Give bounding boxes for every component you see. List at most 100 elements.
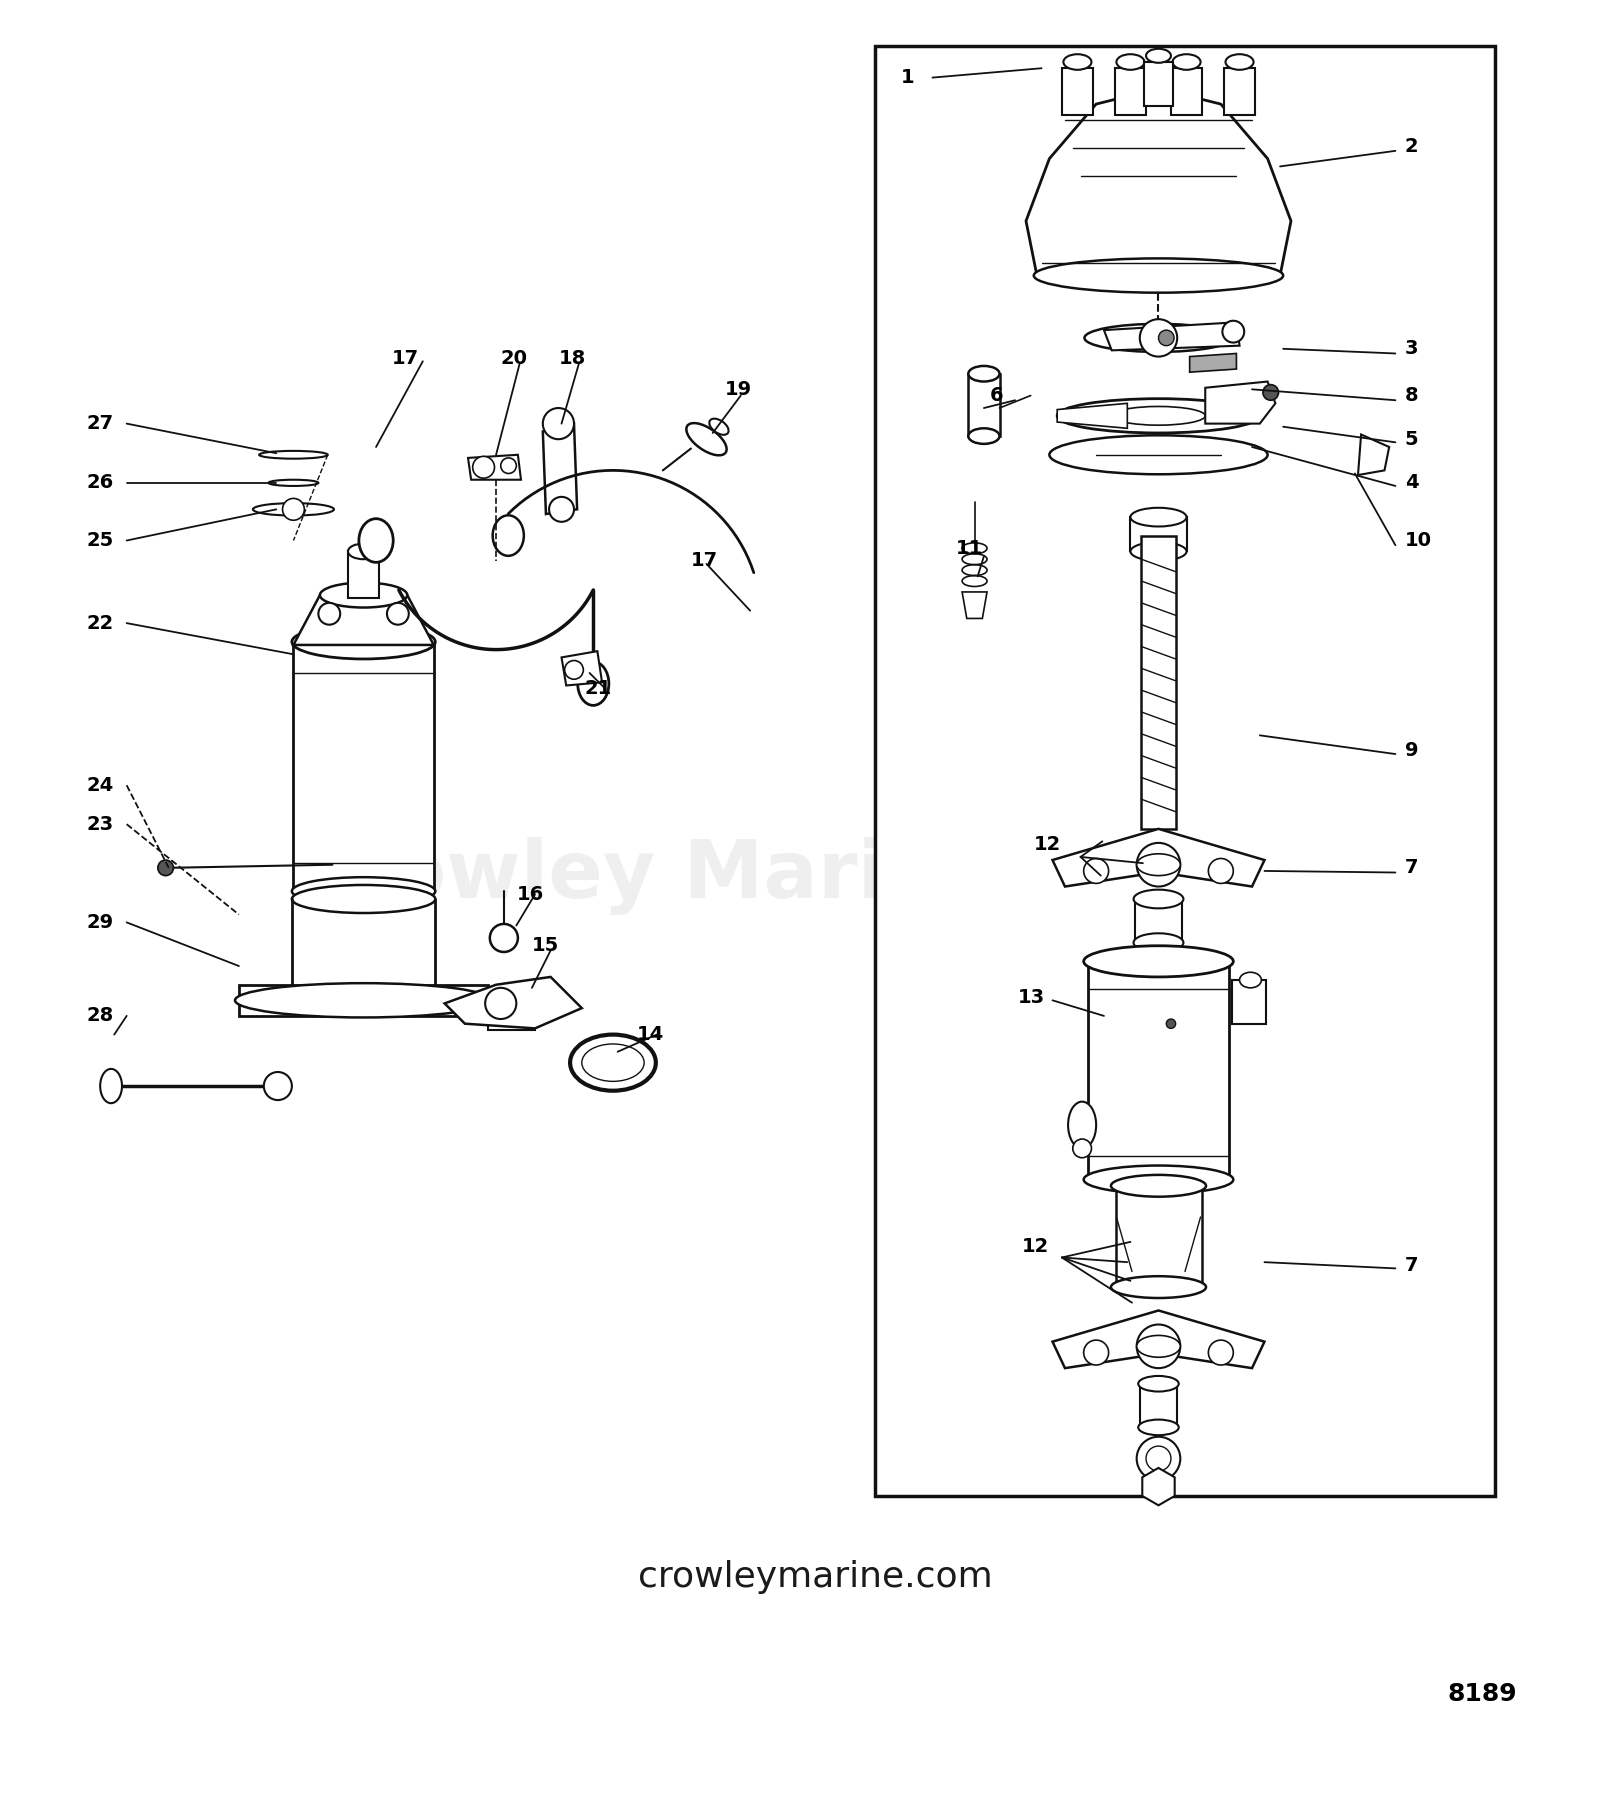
Ellipse shape (1136, 854, 1181, 876)
Circle shape (1136, 1325, 1181, 1368)
Ellipse shape (1133, 933, 1184, 951)
Text: 2: 2 (1405, 137, 1418, 156)
Text: 20: 20 (501, 349, 528, 367)
Bar (1088, 962, 1229, 1179)
Text: 10: 10 (1405, 530, 1432, 550)
Text: 22: 22 (86, 613, 114, 633)
Ellipse shape (968, 428, 1000, 444)
Ellipse shape (291, 885, 435, 913)
Text: 29: 29 (86, 913, 114, 931)
Text: 5: 5 (1405, 430, 1418, 450)
Circle shape (1146, 1446, 1171, 1471)
Text: Crowley Marine: Crowley Marine (291, 836, 997, 915)
Text: 6: 6 (990, 387, 1003, 405)
Ellipse shape (570, 1034, 656, 1091)
Polygon shape (1358, 435, 1389, 475)
Polygon shape (1053, 829, 1264, 886)
Text: 28: 28 (86, 1007, 114, 1025)
Ellipse shape (291, 624, 435, 660)
Ellipse shape (291, 877, 435, 904)
Text: 4: 4 (1405, 473, 1418, 493)
Bar (1139, 1384, 1178, 1428)
Ellipse shape (1131, 541, 1187, 561)
Ellipse shape (1110, 1174, 1206, 1197)
Ellipse shape (1136, 1336, 1181, 1357)
Text: 1: 1 (901, 68, 915, 86)
Circle shape (264, 1072, 291, 1100)
Ellipse shape (253, 503, 334, 516)
Circle shape (387, 602, 408, 624)
Circle shape (472, 457, 494, 478)
Bar (968, 374, 1000, 437)
Text: 15: 15 (531, 937, 558, 955)
Polygon shape (1104, 322, 1240, 351)
Circle shape (1139, 320, 1178, 356)
Text: crowleymarine.com: crowleymarine.com (638, 1561, 994, 1595)
Bar (1144, 61, 1173, 106)
Circle shape (1136, 1437, 1181, 1480)
Ellipse shape (578, 662, 610, 705)
Polygon shape (542, 424, 578, 514)
Polygon shape (1026, 88, 1291, 275)
Text: 12: 12 (1034, 834, 1061, 854)
Ellipse shape (1240, 973, 1261, 987)
Text: 8: 8 (1405, 387, 1418, 405)
Ellipse shape (1133, 890, 1184, 908)
Text: 18: 18 (558, 349, 586, 367)
Bar (1115, 68, 1146, 115)
Ellipse shape (1138, 1375, 1179, 1392)
Polygon shape (469, 455, 522, 480)
Circle shape (1083, 858, 1109, 883)
Bar (1062, 68, 1093, 115)
Text: 25: 25 (86, 530, 114, 550)
Ellipse shape (1064, 54, 1091, 70)
Ellipse shape (1112, 406, 1205, 424)
Circle shape (501, 458, 517, 473)
Bar (1141, 536, 1176, 829)
Ellipse shape (1083, 946, 1234, 976)
Ellipse shape (1173, 54, 1200, 70)
Bar (293, 642, 434, 892)
Ellipse shape (582, 1045, 645, 1081)
Circle shape (1166, 1019, 1176, 1028)
Text: 13: 13 (1018, 987, 1045, 1007)
Circle shape (158, 859, 173, 876)
Ellipse shape (1226, 54, 1253, 70)
Text: 14: 14 (637, 1025, 664, 1045)
Ellipse shape (347, 543, 379, 559)
Bar (1224, 68, 1254, 115)
Polygon shape (293, 595, 434, 645)
Circle shape (549, 496, 574, 521)
Bar (488, 996, 534, 1030)
Ellipse shape (1110, 1277, 1206, 1298)
Text: 23: 23 (86, 814, 114, 834)
Ellipse shape (1085, 324, 1232, 352)
Ellipse shape (1131, 507, 1187, 527)
Circle shape (490, 924, 518, 951)
Ellipse shape (1138, 1420, 1179, 1435)
Circle shape (1262, 385, 1278, 401)
Ellipse shape (259, 451, 328, 458)
Circle shape (1136, 843, 1181, 886)
Bar (1134, 899, 1182, 942)
Circle shape (542, 408, 574, 439)
Bar (875, 47, 1494, 1496)
Circle shape (1083, 1340, 1109, 1365)
Ellipse shape (1058, 399, 1259, 433)
Circle shape (318, 602, 341, 624)
Text: 27: 27 (86, 414, 114, 433)
Text: 7: 7 (1405, 858, 1418, 877)
Ellipse shape (320, 583, 408, 608)
Text: 17: 17 (691, 552, 718, 570)
Ellipse shape (101, 1068, 122, 1104)
Polygon shape (1142, 1467, 1174, 1505)
Polygon shape (1058, 403, 1128, 428)
Circle shape (283, 498, 304, 520)
Text: 21: 21 (586, 680, 613, 698)
Text: 9: 9 (1405, 741, 1418, 761)
Text: 7: 7 (1405, 1255, 1418, 1275)
Text: 11: 11 (955, 539, 982, 557)
Ellipse shape (709, 419, 728, 435)
Ellipse shape (686, 423, 726, 455)
Polygon shape (1053, 1311, 1264, 1368)
